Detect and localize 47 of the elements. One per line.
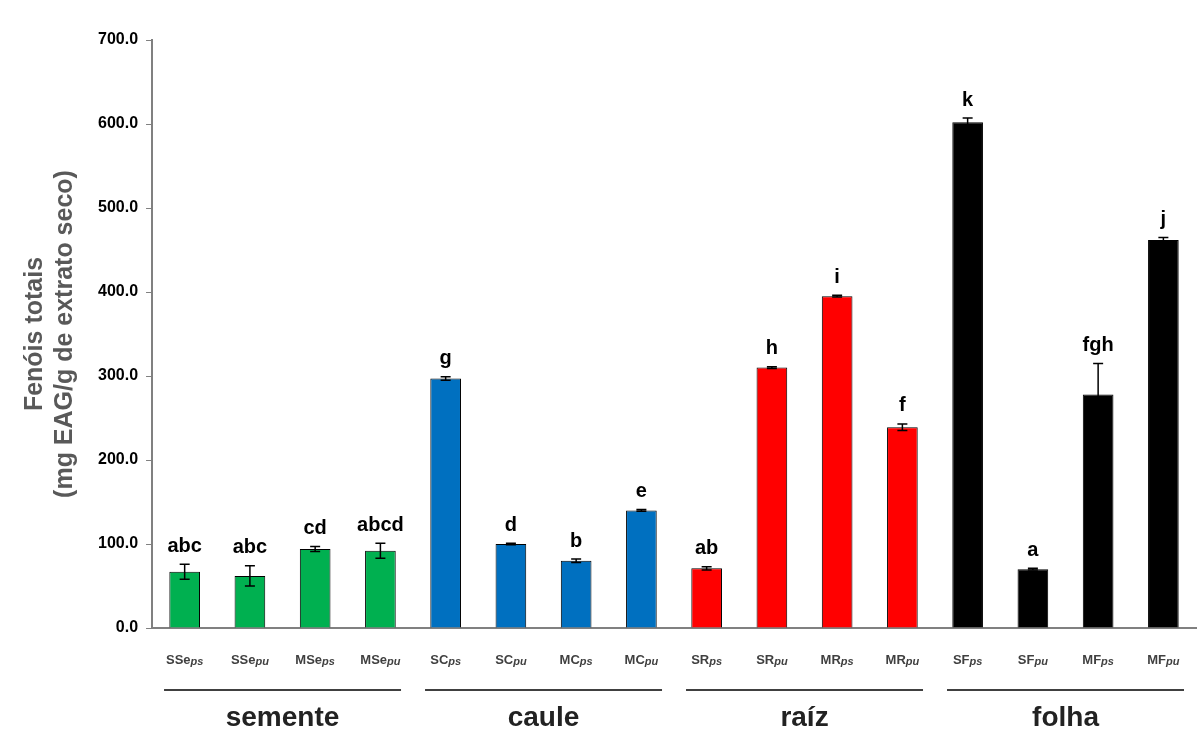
x-tick-label: SSeps xyxy=(165,652,204,667)
text: semente xyxy=(225,701,340,732)
data-label: abcd xyxy=(357,512,404,535)
x-tick-label: MCpu xyxy=(624,652,659,667)
x-tick-label: SSepu xyxy=(230,652,270,667)
data-label: fgh xyxy=(1082,332,1114,355)
x-tick-label: MRps xyxy=(820,652,854,667)
text: folha xyxy=(1032,701,1100,732)
data-label: a xyxy=(1027,537,1040,560)
data-label: abc xyxy=(232,535,268,558)
data-label: cd xyxy=(303,516,327,539)
y-tick-label: 400.0 xyxy=(97,282,139,300)
data-label: h xyxy=(765,336,778,359)
data-label: abc xyxy=(167,533,202,556)
x-tick-label: SFpu xyxy=(1017,652,1049,667)
x-tick-label: MSepu xyxy=(360,652,401,667)
data-label: b xyxy=(570,528,583,551)
y-tick-label: 600.0 xyxy=(97,114,139,132)
data-label: g xyxy=(439,346,452,369)
x-tick-label: SFps xyxy=(952,652,983,667)
text: caule xyxy=(507,701,580,732)
y-tick-label: 700.0 xyxy=(97,30,139,48)
x-tick-label: MSeps xyxy=(295,652,335,667)
x-tick-label: MFpu xyxy=(1147,652,1180,667)
y-tick-label: 0.0 xyxy=(115,618,139,636)
data-label: j xyxy=(1159,206,1167,229)
data-label: k xyxy=(962,87,975,110)
y-tick-label: 200.0 xyxy=(97,450,139,468)
x-tick-label: MRpu xyxy=(885,652,920,667)
text: raíz xyxy=(780,701,829,732)
bar xyxy=(1148,239,1179,628)
x-tick-label: SRpu xyxy=(756,652,788,667)
y-tick-label: 100.0 xyxy=(97,534,139,552)
y-tick-label: 500.0 xyxy=(97,198,139,216)
x-tick-label: SCps xyxy=(430,652,462,667)
y-tick-label: 300.0 xyxy=(97,366,139,384)
bar xyxy=(1017,569,1049,628)
x-tick-label: MCps xyxy=(559,652,593,667)
data-label: ab xyxy=(694,536,719,559)
data-label: f xyxy=(899,393,907,416)
data-label: e xyxy=(635,479,647,502)
x-tick-label: SRps xyxy=(691,652,723,667)
data-label: d xyxy=(504,512,518,535)
x-tick-label: MFps xyxy=(1082,652,1114,667)
y-axis-title: Fenóis totais (mg EAG/g de extrato seco) xyxy=(18,170,77,498)
data-label: i xyxy=(834,264,840,287)
x-tick-label: SCpu xyxy=(495,652,527,667)
